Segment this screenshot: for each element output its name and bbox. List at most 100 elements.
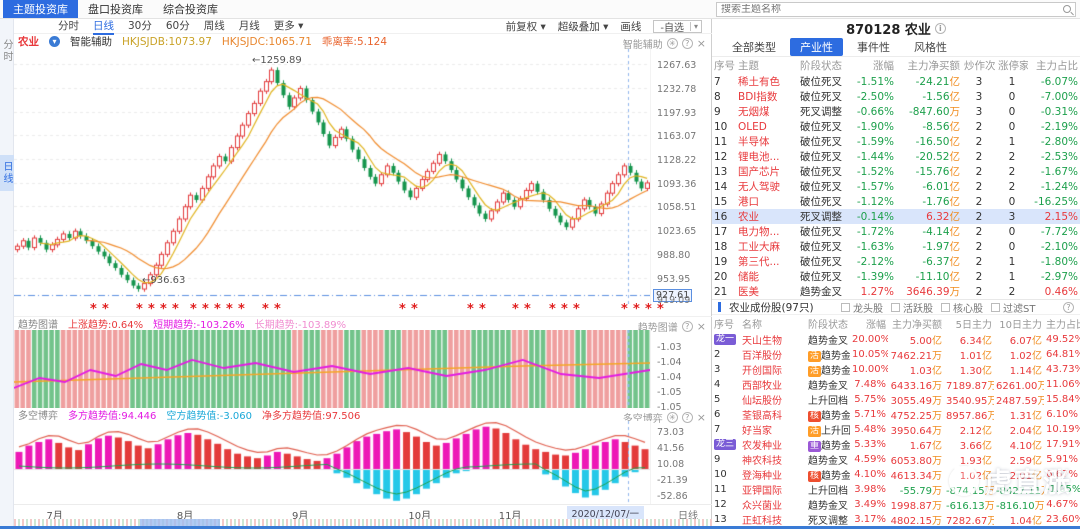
info-icon[interactable]: i [934, 23, 946, 34]
column-header[interactable]: 5日主力 [955, 320, 992, 331]
table-row[interactable]: 7 稀土有色 破位死叉 -1.51% -24.21亿 3 1 -6.07% [712, 74, 1080, 89]
theme-tab-风格性[interactable]: 风格性 [914, 41, 947, 54]
period-tab-30分[interactable]: 30分 [128, 19, 152, 32]
assist-label[interactable]: 智能辅助 [70, 36, 112, 48]
month-tick-9月: 9月 [292, 511, 309, 523]
cell-times: 3 [975, 105, 983, 118]
column-header[interactable]: 名称 [742, 320, 762, 331]
column-header[interactable]: 涨停家数 [998, 60, 1028, 72]
table-row[interactable]: 12 众兴菌业 趋势金叉 3.49% 1998.87万 -616.13万 -816.10万 4… [712, 497, 1080, 512]
table-row[interactable]: 11 半导体 破位死叉 -1.59% -16.50亿 2 1 -2.80% [712, 134, 1080, 149]
table-row[interactable]: 10 OLED 破位死叉 -1.90% -8.56亿 2 0 -2.19% [712, 119, 1080, 134]
period-tab-分时[interactable]: 分时 [58, 19, 79, 32]
assist-dropdown-icon[interactable]: ▾ [49, 36, 60, 47]
top-tab-综合投资库[interactable]: 综合投资库 [163, 3, 218, 16]
help-icon[interactable]: ? [681, 412, 693, 424]
search-input[interactable] [721, 3, 1063, 15]
column-header[interactable]: 10日主力 [999, 320, 1042, 331]
tool-超级叠加[interactable]: 超级叠加 ▾ [557, 20, 609, 33]
tool-前复权[interactable]: 前复权 ▾ [505, 20, 546, 33]
overlay-select[interactable]: -自选 ▾ [653, 19, 702, 34]
checkbox-icon[interactable] [991, 302, 1001, 312]
side-tab-分时[interactable]: 分时 [1, 39, 12, 63]
tool-画线[interactable]: 画线 [620, 20, 642, 33]
column-header[interactable]: 序号 [714, 320, 734, 331]
column-header[interactable]: 主力占比 [1046, 320, 1080, 331]
column-header[interactable]: 阶段状态 [800, 60, 842, 72]
table-row[interactable]: 12 锂电池... 破位死叉 -1.44% -20.52亿 2 2 -2.53% [712, 149, 1080, 164]
column-header[interactable]: 炒作次数↓ [964, 60, 996, 72]
cell-change: 4.10% [854, 469, 886, 480]
column-header[interactable]: 主力净买额 [892, 320, 942, 331]
help-icon[interactable]: ? [681, 321, 693, 333]
column-header[interactable]: 阶段状态 [808, 320, 848, 331]
period-tab-月线[interactable]: 月线 [238, 19, 260, 32]
table-row[interactable]: 5仙坛股份上升回档5.75%3055.49万3540.95万2487.59万15… [712, 392, 1080, 407]
table-row[interactable]: 17 电力物... 破位死叉 -1.72% -4.14亿 2 0 -7.72% [712, 224, 1080, 239]
close-icon[interactable]: × [696, 37, 706, 50]
side-tab-日线[interactable]: 日线 [0, 155, 15, 191]
table-row[interactable]: 18 工业大麻 破位死叉 -1.63% -1.97亿 2 0 -2.10% [712, 239, 1080, 254]
search-icon[interactable] [1063, 5, 1071, 13]
table-row[interactable]: 11亚钾国际上升回档3.98%-55.79万-874.15万-8427.11万-… [712, 482, 1080, 497]
table-row[interactable]: 21 医美 趋势金叉 1.27% 3646.39万 2 2 0.46% [712, 284, 1080, 299]
cell-limit: 1 [1008, 135, 1016, 148]
checkbox-icon[interactable] [941, 302, 951, 312]
theme-tab-全部类型[interactable]: 全部类型 [732, 41, 776, 54]
theme-search-box[interactable] [716, 1, 1076, 17]
table-row[interactable]: 13 国产芯片 破位死叉 -1.52% -15.76亿 2 2 -1.67% [712, 164, 1080, 179]
table-row[interactable]: 15 港口 破位死叉 -1.12% -1.76亿 2 0 -16.25% [712, 194, 1080, 209]
top-tab-主题投资库[interactable]: 主题投资库 [3, 0, 78, 18]
column-header[interactable]: 主力净买额 [907, 60, 961, 72]
column-header[interactable]: 主题 [738, 60, 759, 72]
top-tab-盘口投资库[interactable]: 盘口投资库 [88, 3, 143, 16]
chevron-down-icon[interactable]: ▾ [689, 21, 701, 31]
money-value: -16.50 [915, 136, 950, 148]
period-tab-60分[interactable]: 60分 [165, 19, 190, 32]
table-row[interactable]: 9 无烟煤 死叉调整 -0.66% -847.60万 3 0 -0.31% [712, 104, 1080, 119]
bullbear-histogram-chart[interactable] [14, 421, 650, 505]
checkbox-核心股[interactable]: 核心股 [941, 300, 983, 315]
table-row[interactable]: 16 农业 死叉调整 -0.14% 6.32亿 2 3 2.15% [712, 209, 1080, 224]
main-candlestick-chart[interactable] [14, 49, 650, 304]
mini-timeline-selection[interactable] [140, 518, 220, 526]
checkbox-icon[interactable] [841, 302, 851, 312]
checkbox-icon[interactable] [891, 302, 901, 312]
gear-icon[interactable]: ✳ [666, 38, 678, 49]
table-row[interactable]: 14 无人驾驶 破位死叉 -1.57% -6.01亿 2 2 -1.24% [712, 179, 1080, 194]
help-icon[interactable]: ? [681, 38, 693, 49]
close-icon[interactable]: × [696, 320, 706, 334]
table-row[interactable]: 6荃银高科核趋势金叉5.71%4752.25万8957.86万1.31亿6.10… [712, 407, 1080, 422]
theme-tab-产业性[interactable]: 产业性 [790, 38, 843, 56]
theme-tab-事件性[interactable]: 事件性 [857, 41, 890, 54]
mini-timeline[interactable] [14, 518, 712, 526]
column-header[interactable]: 涨幅 [866, 320, 886, 331]
cell-change: -1.63% [856, 240, 894, 253]
column-header[interactable]: 主力占比 [1036, 60, 1078, 72]
checkbox-过滤ST[interactable]: 过滤ST [991, 300, 1036, 315]
table-row[interactable]: 8 BDI指数 破位死叉 -2.50% -1.56亿 3 0 -7.00% [712, 89, 1080, 104]
table-row[interactable]: 20 储能 破位死叉 -1.39% -11.10亿 2 1 -2.97% [712, 269, 1080, 284]
table-row[interactable]: 19 第三代... 破位死叉 -2.12% -6.37亿 2 1 -1.80% [712, 254, 1080, 269]
table-row[interactable]: 13正虹科技死叉调整3.17%4802.15万7282.67万1.04亿23.6… [712, 512, 1080, 526]
column-header[interactable]: 序号 [714, 60, 735, 72]
period-tab-周线[interactable]: 周线 [203, 19, 225, 32]
help-icon[interactable]: ? [1063, 301, 1074, 313]
period-tab-日线[interactable]: 日线 [93, 18, 114, 35]
close-icon[interactable]: × [696, 411, 706, 425]
column-header[interactable]: 涨幅 [873, 60, 894, 72]
period-tab-更多[interactable]: 更多 ▾ [273, 19, 304, 32]
checkbox-龙头股[interactable]: 龙头股 [841, 300, 883, 315]
table-row[interactable]: 4西部牧业趋势金叉7.48%6433.16万7189.87万6261.00万11… [712, 377, 1080, 392]
gear-icon[interactable]: ✳ [666, 412, 678, 424]
checkbox-活跃股[interactable]: 活跃股 [891, 300, 933, 315]
table-row[interactable]: 9 神农科技 趋势金叉 4.59% 6053.80万 1.93亿 2.59亿 5.91% [712, 452, 1080, 467]
money-unit: 万 [984, 501, 994, 512]
trend-stripes-chart[interactable] [14, 330, 650, 409]
